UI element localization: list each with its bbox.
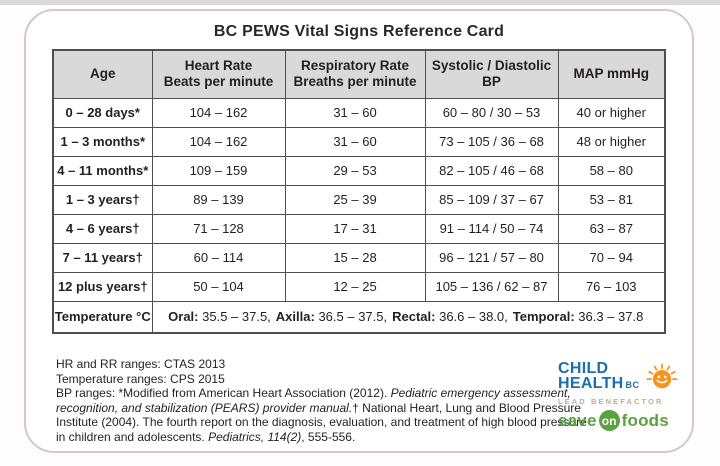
- respiratory-rate-cell: 25 – 39: [284, 184, 426, 215]
- temperature-segment: Axilla: 36.5 – 37.5,: [275, 309, 388, 325]
- col-header-heart-rate: Heart Rate Beats per minute: [151, 49, 286, 99]
- temperature-segment: Temporal: 36.3 – 37.8: [512, 309, 644, 325]
- sun-icon: [646, 363, 677, 389]
- respiratory-rate-cell: 15 – 28: [284, 242, 426, 273]
- footnote-bp-segment: Pediatric emergency assessment, recognit…: [56, 386, 571, 415]
- table-row: 4 – 6 years† 71 – 128 17 – 31 91 – 114 /…: [52, 213, 666, 244]
- respiratory-rate-cell: 29 – 53: [284, 155, 426, 186]
- heart-rate-cell: 71 – 128: [151, 213, 286, 244]
- child-health-bc-suffix: BC: [625, 380, 640, 390]
- heart-rate-cell: 104 – 162: [151, 126, 286, 157]
- age-cell: 7 – 11 years†: [52, 242, 153, 273]
- table-row: 0 – 28 days* 104 – 162 31 – 60 60 – 80 /…: [52, 97, 666, 128]
- bp-cell: 73 – 105 / 36 – 68: [424, 126, 559, 157]
- bp-cell: 91 – 114 / 50 – 74: [424, 213, 559, 244]
- table-row: 4 – 11 months* 109 – 159 29 – 53 82 – 10…: [52, 155, 666, 186]
- heart-rate-cell: 104 – 162: [151, 97, 286, 128]
- child-health-line1: CHILD: [558, 360, 609, 377]
- footnote-bp-segment: Pediatrics, 114(2): [208, 429, 302, 444]
- sponsor-logos: CHILD HEALTH BC LEAD BENEFACTOR: [558, 361, 680, 431]
- card-title: BC PEWS Vital Signs Reference Card: [213, 23, 505, 40]
- age-cell: 12 plus years†: [52, 271, 153, 302]
- temperature-label-cell: Temperature °C: [52, 300, 153, 334]
- page-top-edge: [0, 0, 720, 5]
- temperature-segment: Oral: 35.5 – 37.5,: [168, 309, 271, 325]
- header-row: Age Heart Rate Beats per minute Respirat…: [52, 49, 666, 99]
- table-row: 7 – 11 years† 60 – 114 15 – 28 96 – 121 …: [52, 242, 666, 273]
- bp-cell: 85 – 109 / 37 – 67: [424, 184, 559, 215]
- save-on-foods-logo: save on foods: [558, 410, 680, 431]
- temperature-values-cell: Oral: 35.5 – 37.5, Axilla: 36.5 – 37.5, Re…: [151, 300, 666, 334]
- footnote-bp-segment: BP ranges: *Modified from American Heart…: [56, 386, 391, 401]
- temperature-segment: Rectal: 36.6 – 38.0,: [392, 309, 508, 325]
- age-cell: 4 – 6 years†: [52, 213, 153, 244]
- vitals-table: Age Heart Rate Beats per minute Respirat…: [52, 49, 666, 334]
- respiratory-rate-cell: 31 – 60: [284, 126, 426, 157]
- table-row: 1 – 3 months* 104 – 162 31 – 60 73 – 105…: [52, 126, 666, 157]
- map-cell: 76 – 103: [557, 271, 666, 302]
- respiratory-rate-cell: 31 – 60: [284, 97, 426, 128]
- col-header-age: Age: [52, 49, 153, 99]
- col-header-map: MAP mmHg: [557, 49, 666, 99]
- map-cell: 40 or higher: [557, 97, 666, 128]
- footnote-bp: BP ranges: *Modified from American Heart…: [56, 386, 592, 444]
- map-cell: 53 – 81: [557, 184, 666, 215]
- child-health-bc-wordmark: CHILD HEALTH BC: [558, 361, 640, 393]
- heart-rate-cell: 60 – 114: [151, 242, 286, 273]
- age-cell: 1 – 3 months*: [52, 126, 153, 157]
- footnote-bp-segment: † National Heart, Lung and Blood Pressur…: [56, 400, 587, 444]
- bp-cell: 96 – 121 / 57 – 80: [424, 242, 559, 273]
- respiratory-rate-cell: 17 – 31: [284, 213, 426, 244]
- map-cell: 58 – 80: [557, 155, 666, 186]
- heart-rate-cell: 50 – 104: [151, 271, 286, 302]
- save-on-foods-word3: foods: [621, 410, 669, 430]
- map-cell: 63 – 87: [557, 213, 666, 244]
- age-cell: 4 – 11 months*: [52, 155, 153, 186]
- temperature-row: Temperature °C Oral: 35.5 – 37.5, Axilla:…: [52, 300, 666, 334]
- table-row: 1 – 3 years† 89 – 139 25 – 39 85 – 109 /…: [52, 184, 666, 215]
- reference-card: BC PEWS Vital Signs Reference Card Age H…: [24, 9, 694, 453]
- bp-cell: 82 – 105 / 46 – 68: [424, 155, 559, 186]
- footnotes: HR and RR ranges: CTAS 2013 Temperature …: [56, 357, 592, 445]
- footnote-bp-segment: , 555-556.: [301, 429, 356, 444]
- respiratory-rate-cell: 12 – 25: [284, 271, 426, 302]
- heart-rate-cell: 89 – 139: [151, 184, 286, 215]
- col-header-respiratory-rate: Respiratory Rate Breaths per minute: [284, 49, 426, 99]
- age-cell: 0 – 28 days*: [52, 97, 153, 128]
- table-body: 0 – 28 days* 104 – 162 31 – 60 60 – 80 /…: [52, 97, 666, 302]
- map-cell: 48 or higher: [557, 126, 666, 157]
- child-health-bc-logo: CHILD HEALTH BC: [558, 361, 680, 393]
- col-header-bp: Systolic / Diastolic BP: [424, 49, 559, 99]
- footnote-hr-rr: HR and RR ranges: CTAS 2013: [56, 357, 226, 371]
- bp-cell: 60 – 80 / 30 – 53: [424, 97, 559, 128]
- save-on-foods-word1: save: [558, 410, 597, 430]
- table-row: 12 plus years† 50 – 104 12 – 25 105 – 13…: [52, 271, 666, 302]
- lead-benefactor-label: LEAD BENEFACTOR: [558, 397, 664, 406]
- bp-cell: 105 – 136 / 62 – 87: [424, 271, 559, 302]
- age-cell: 1 – 3 years†: [52, 184, 153, 215]
- child-health-line2: HEALTH: [558, 375, 624, 392]
- footnote-temperature: Temperature ranges: CPS 2015: [56, 371, 225, 386]
- heart-rate-cell: 109 – 159: [151, 155, 286, 186]
- map-cell: 70 – 94: [557, 242, 666, 273]
- save-on-foods-on-circle: on: [598, 410, 620, 431]
